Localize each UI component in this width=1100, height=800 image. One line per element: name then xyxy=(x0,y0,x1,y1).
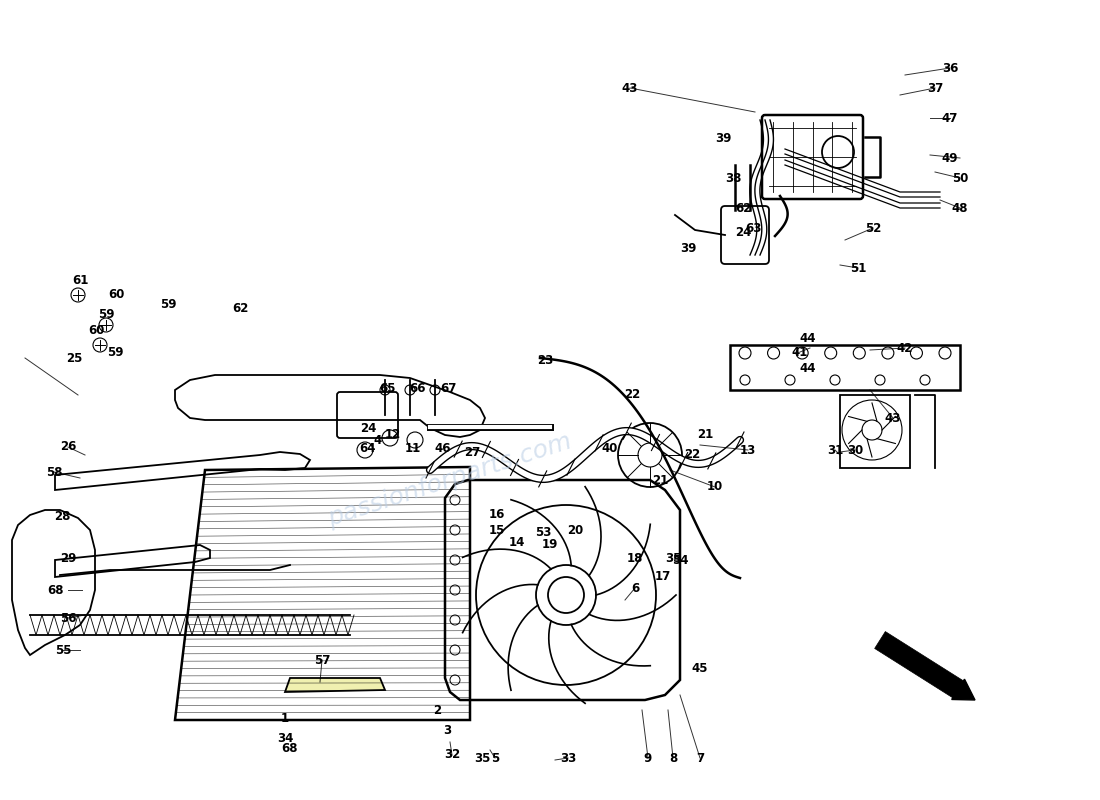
Text: 39: 39 xyxy=(715,131,732,145)
Text: 60: 60 xyxy=(88,323,104,337)
Text: 21: 21 xyxy=(652,474,668,486)
Text: 10: 10 xyxy=(707,481,723,494)
Text: 47: 47 xyxy=(942,111,958,125)
Text: 13: 13 xyxy=(740,443,756,457)
Text: 59: 59 xyxy=(160,298,176,311)
Text: 67: 67 xyxy=(440,382,456,394)
Text: 18: 18 xyxy=(627,551,644,565)
Text: 59: 59 xyxy=(107,346,123,359)
Text: 61: 61 xyxy=(72,274,88,286)
Text: 50: 50 xyxy=(952,171,968,185)
Circle shape xyxy=(450,585,460,595)
Text: 24: 24 xyxy=(735,226,751,238)
Text: 65: 65 xyxy=(379,382,396,394)
Circle shape xyxy=(450,615,460,625)
Text: 49: 49 xyxy=(942,151,958,165)
Text: 39: 39 xyxy=(680,242,696,254)
Polygon shape xyxy=(952,679,975,700)
Text: 38: 38 xyxy=(725,171,741,185)
Text: 64: 64 xyxy=(360,442,376,454)
Text: 22: 22 xyxy=(684,447,700,461)
Text: 14: 14 xyxy=(509,537,525,550)
Text: 62: 62 xyxy=(735,202,751,214)
Circle shape xyxy=(94,338,107,352)
Text: 30: 30 xyxy=(847,443,864,457)
Text: 68: 68 xyxy=(47,583,64,597)
Text: 31: 31 xyxy=(827,443,843,457)
Text: 24: 24 xyxy=(360,422,376,434)
Circle shape xyxy=(450,525,460,535)
Text: 8: 8 xyxy=(669,751,678,765)
Text: 4: 4 xyxy=(374,434,382,446)
Text: 6: 6 xyxy=(631,582,639,594)
Text: 43: 43 xyxy=(621,82,638,94)
Text: 45: 45 xyxy=(692,662,708,674)
Circle shape xyxy=(450,495,460,505)
Text: 60: 60 xyxy=(108,289,124,302)
Text: 22: 22 xyxy=(624,389,640,402)
Text: 21: 21 xyxy=(697,427,713,441)
Text: 35: 35 xyxy=(474,751,491,765)
Text: 62: 62 xyxy=(232,302,249,314)
Text: passionforparts.com: passionforparts.com xyxy=(324,429,575,531)
Circle shape xyxy=(450,675,460,685)
Text: 44: 44 xyxy=(800,362,816,374)
Text: 42: 42 xyxy=(896,342,913,354)
Text: 15: 15 xyxy=(488,523,505,537)
Text: 17: 17 xyxy=(654,570,671,583)
Circle shape xyxy=(450,555,460,565)
Text: 26: 26 xyxy=(59,441,76,454)
Circle shape xyxy=(450,645,460,655)
Text: 2: 2 xyxy=(433,703,441,717)
Text: 51: 51 xyxy=(850,262,866,274)
Polygon shape xyxy=(285,678,385,692)
Text: 46: 46 xyxy=(434,442,451,454)
Text: 34: 34 xyxy=(277,731,294,745)
Text: 27: 27 xyxy=(464,446,480,458)
Text: 40: 40 xyxy=(602,442,618,454)
Text: 37: 37 xyxy=(927,82,943,94)
Text: 43: 43 xyxy=(884,411,901,425)
Text: 12: 12 xyxy=(385,429,402,442)
Text: 5: 5 xyxy=(491,751,499,765)
Text: 9: 9 xyxy=(644,751,652,765)
Polygon shape xyxy=(874,631,965,699)
Text: 66: 66 xyxy=(409,382,427,394)
Text: 35: 35 xyxy=(664,551,681,565)
Circle shape xyxy=(99,318,113,332)
Text: 59: 59 xyxy=(98,309,114,322)
Text: 19: 19 xyxy=(542,538,558,551)
Text: 54: 54 xyxy=(672,554,689,566)
Text: 11: 11 xyxy=(405,442,421,454)
Text: 41: 41 xyxy=(792,346,808,358)
Text: 33: 33 xyxy=(560,751,576,765)
Text: 55: 55 xyxy=(55,643,72,657)
Text: 20: 20 xyxy=(566,523,583,537)
Text: 29: 29 xyxy=(59,551,76,565)
Text: 53: 53 xyxy=(535,526,551,539)
Text: 7: 7 xyxy=(696,751,704,765)
Text: 68: 68 xyxy=(282,742,298,754)
Text: 56: 56 xyxy=(59,611,76,625)
Text: 32: 32 xyxy=(444,749,460,762)
Text: 58: 58 xyxy=(46,466,63,478)
Text: 25: 25 xyxy=(66,351,82,365)
Text: 44: 44 xyxy=(800,331,816,345)
Text: 36: 36 xyxy=(942,62,958,74)
Text: 28: 28 xyxy=(54,510,70,522)
Text: 3: 3 xyxy=(443,723,451,737)
Text: 1: 1 xyxy=(280,711,289,725)
Circle shape xyxy=(72,288,85,302)
Text: 16: 16 xyxy=(488,509,505,522)
Text: 57: 57 xyxy=(314,654,330,666)
Text: 23: 23 xyxy=(537,354,553,366)
Text: 52: 52 xyxy=(865,222,881,234)
Text: 48: 48 xyxy=(952,202,968,214)
Text: 63: 63 xyxy=(745,222,761,234)
